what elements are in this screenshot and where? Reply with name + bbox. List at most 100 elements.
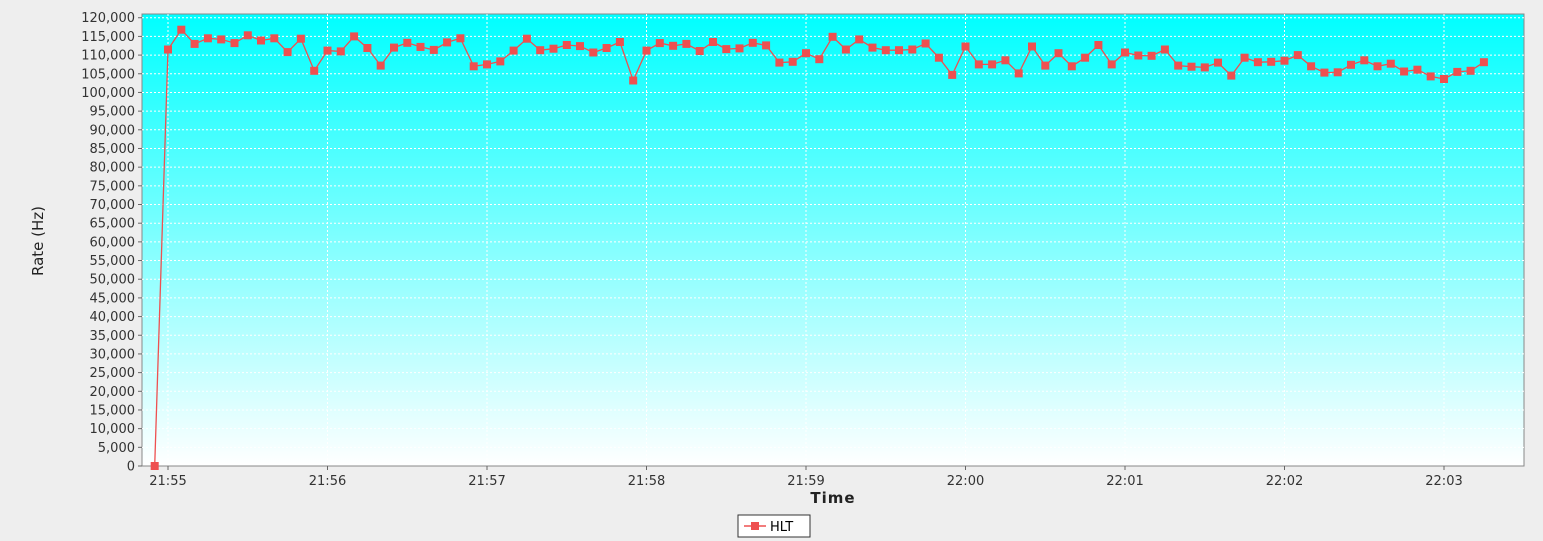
data-point xyxy=(1147,51,1156,60)
data-point xyxy=(709,38,717,46)
y-tick-label: 115,000 xyxy=(81,30,135,45)
data-point xyxy=(576,42,584,51)
legend-box xyxy=(737,514,811,538)
y-axis-title: Rate (Hz) xyxy=(29,206,47,276)
data-point xyxy=(1280,56,1289,65)
legend-marker xyxy=(751,522,759,530)
data-point xyxy=(655,39,664,48)
data-point xyxy=(150,462,159,470)
data-point xyxy=(908,45,917,54)
y-tick-label: 35,000 xyxy=(90,329,136,344)
x-tick-label: 21:56 xyxy=(309,474,346,489)
y-tick-label: 0 xyxy=(127,460,135,475)
data-point xyxy=(1214,58,1222,67)
data-point xyxy=(416,42,425,51)
data-point xyxy=(336,47,345,56)
data-point xyxy=(615,38,624,46)
data-point xyxy=(1240,53,1249,62)
data-point xyxy=(1360,56,1369,65)
axes: 0 5,000 10,000 15,000 20,000 25,000 30,000 35,0… xyxy=(81,11,1463,489)
x-tick-label: 22:03 xyxy=(1425,474,1462,489)
y-tick-label: 110,000 xyxy=(81,49,135,64)
data-point xyxy=(270,34,279,43)
data-point xyxy=(961,42,970,51)
x-axis-title: Time xyxy=(810,489,855,507)
data-point xyxy=(1440,75,1448,83)
data-point xyxy=(695,47,704,55)
x-tick-label: 21:58 xyxy=(628,474,665,489)
data-point xyxy=(1400,67,1409,76)
y-tick-label: 105,000 xyxy=(81,67,135,82)
data-point xyxy=(1121,48,1129,57)
data-point xyxy=(868,43,877,52)
y-tick-label: 90,000 xyxy=(90,123,136,138)
data-point xyxy=(895,46,903,55)
data-point xyxy=(722,45,731,54)
data-point xyxy=(310,66,319,75)
data-point xyxy=(602,44,611,52)
y-tick-label: 80,000 xyxy=(90,161,136,176)
y-tick-label: 30,000 xyxy=(90,347,136,362)
data-point xyxy=(682,39,691,48)
x-tick-label: 22:00 xyxy=(947,474,984,489)
data-point xyxy=(443,38,452,47)
y-tick-label: 20,000 xyxy=(90,385,136,400)
y-tick-label: 70,000 xyxy=(90,198,136,213)
y-tick-label: 55,000 xyxy=(90,254,136,269)
data-point xyxy=(1187,62,1196,71)
y-tick-label: 95,000 xyxy=(90,105,136,120)
data-point xyxy=(589,48,598,57)
data-point xyxy=(363,44,372,52)
data-point xyxy=(762,41,771,50)
data-point xyxy=(815,55,824,64)
data-point xyxy=(1320,68,1329,77)
y-tick-label: 85,000 xyxy=(90,142,136,157)
data-point xyxy=(1253,58,1262,67)
data-point xyxy=(988,60,997,69)
y-tick-label: 120,000 xyxy=(81,11,135,26)
data-point xyxy=(403,38,412,47)
y-tick-label: 10,000 xyxy=(90,422,136,437)
data-point xyxy=(1307,62,1316,71)
data-point xyxy=(828,32,837,41)
data-point xyxy=(948,70,957,79)
grid-lines xyxy=(142,14,1524,466)
data-point xyxy=(1067,62,1076,71)
data-point xyxy=(1426,72,1435,81)
x-tick-label: 22:01 xyxy=(1106,474,1143,489)
data-point xyxy=(376,61,385,70)
data-point xyxy=(1054,49,1063,58)
data-point xyxy=(496,57,505,66)
data-point xyxy=(974,60,983,69)
data-point xyxy=(429,45,438,54)
data-point xyxy=(296,34,305,43)
data-point xyxy=(775,58,784,67)
data-point xyxy=(1107,60,1116,69)
y-tick-label: 60,000 xyxy=(90,235,136,250)
data-point xyxy=(522,34,531,43)
y-tick-label: 40,000 xyxy=(90,310,136,325)
data-point xyxy=(642,46,651,55)
data-point xyxy=(788,57,797,66)
data-point xyxy=(1174,61,1183,70)
data-point xyxy=(1041,61,1050,70)
x-tick-label: 21:59 xyxy=(787,474,824,489)
data-point xyxy=(203,34,212,43)
data-point xyxy=(1453,67,1462,76)
data-point xyxy=(509,46,518,55)
data-point xyxy=(921,39,930,48)
data-point xyxy=(1333,68,1342,77)
data-point xyxy=(164,45,172,54)
data-point xyxy=(855,35,864,44)
x-tick-label: 21:55 xyxy=(149,474,186,489)
data-point xyxy=(562,41,571,49)
data-point xyxy=(456,34,465,43)
data-point xyxy=(1386,59,1395,68)
data-point xyxy=(350,32,359,41)
y-tick-label: 50,000 xyxy=(90,273,136,288)
series-hlt xyxy=(150,25,1488,470)
data-point xyxy=(1293,51,1302,60)
data-point xyxy=(549,44,558,53)
